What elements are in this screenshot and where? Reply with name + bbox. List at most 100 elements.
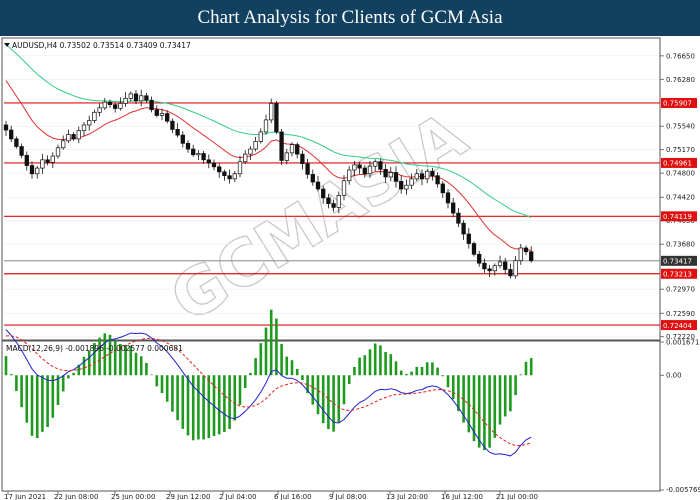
candle-body [35, 167, 40, 175]
macd-histogram-bar [467, 375, 471, 433]
macd-histogram-bar [254, 358, 257, 376]
macd-histogram-bar [191, 375, 195, 441]
candle-body [529, 251, 534, 261]
candle-body [477, 253, 482, 264]
candle-body [118, 103, 123, 109]
macd-histogram-bar [316, 375, 320, 415]
macd-histogram-bar [285, 356, 289, 376]
macd-histogram-bar [61, 375, 65, 392]
macd-histogram-bar [160, 375, 164, 394]
candle-body [471, 243, 477, 255]
macd-histogram-bar [295, 368, 299, 376]
candle-body [492, 265, 497, 272]
macd-histogram-bar [399, 370, 403, 376]
macd-histogram-bar [509, 375, 512, 412]
candle-body [274, 103, 279, 133]
macd-histogram-bar [347, 375, 351, 385]
candle-body [378, 161, 383, 170]
candle-body [55, 147, 61, 157]
macd-histogram-bar [327, 375, 330, 430]
candle-body [269, 103, 274, 121]
current-price-box [661, 255, 697, 266]
page-title: Chart Analysis for Clients of GCM Asia [197, 7, 503, 28]
candle-body [263, 119, 269, 133]
level-label-box [661, 268, 697, 279]
macd-histogram-bar [25, 375, 29, 423]
candle-body [133, 93, 139, 102]
price-tick-label: 0.74800 [666, 170, 695, 178]
macd-histogram-bar [113, 340, 117, 376]
macd-histogram-bar [46, 375, 49, 427]
candle-body [201, 153, 206, 161]
macd-histogram-bar [119, 343, 122, 376]
macd-histogram-bar [228, 375, 231, 429]
level-label: 0.74961 [663, 160, 692, 168]
macd-histogram-bar [488, 375, 491, 448]
macd-histogram-bar [353, 366, 356, 376]
macd-panel-frame [1, 340, 661, 492]
moving-averages-layer [5, 44, 532, 252]
level-label-box [661, 157, 697, 168]
macd-histogram-bar [176, 375, 179, 421]
candle-body [222, 171, 227, 177]
chart-info-arrow-icon [4, 43, 10, 47]
candle-body [61, 140, 66, 149]
level-label: 0.73213 [663, 270, 692, 278]
macd-histogram-bar [155, 375, 159, 387]
time-tick-label: 9 Jul 08:00 [329, 493, 367, 500]
candle-body [66, 134, 71, 142]
macd-histogram-bar [472, 375, 476, 442]
candle-body [523, 247, 529, 253]
macd-histogram-bar [181, 375, 185, 429]
candle-body [144, 95, 149, 101]
time-tick-label: 6 Jul 16:00 [274, 493, 312, 500]
macd-histogram-bar [129, 345, 133, 376]
macd-histogram-bar [259, 343, 263, 376]
macd-histogram-bar [311, 375, 315, 405]
candle-body [388, 172, 393, 178]
price-tick-label: 0.74420 [666, 194, 695, 202]
candle-body [310, 174, 315, 183]
candle-body [284, 152, 289, 161]
macd-histogram-bar [139, 356, 143, 376]
candle-body [217, 166, 222, 173]
candle-body [196, 153, 201, 156]
price-tick-label: 0.75540 [666, 123, 695, 131]
macd-histogram-bar [483, 375, 486, 451]
candle-body [248, 148, 253, 155]
macd-histogram-bar [384, 352, 387, 376]
macd-histogram-bar [493, 375, 497, 438]
macd-histogram-bar [264, 327, 268, 376]
grid-layer [4, 55, 658, 338]
candle-body [232, 173, 237, 180]
macd-histogram-bar [420, 366, 424, 376]
price-axis: 0.76650 0.76280 0.75540 0.75170 0.74800 0.744… [660, 52, 695, 341]
macd-histogram-bar [56, 375, 60, 405]
time-tick-label: 13 Jul 20:00 [386, 493, 428, 500]
candle-body [497, 261, 503, 267]
candle-body [321, 188, 326, 199]
macd-histogram-bar [165, 375, 169, 402]
candle-body [97, 107, 102, 113]
candle-body [24, 155, 29, 166]
macd-histogram-bar [98, 337, 101, 376]
macd-histogram-bar [498, 375, 502, 425]
macd-histogram-bar [415, 366, 419, 376]
candle-body [170, 120, 175, 130]
candle-body [81, 124, 87, 132]
candle-body [404, 184, 409, 190]
macd-histogram-bar [519, 374, 523, 376]
candles-layer [3, 89, 534, 279]
slow-moving-average-line [5, 44, 532, 219]
macd-tick-label: 0.00 [666, 372, 682, 380]
candle-body [139, 95, 144, 102]
macd-histogram-bar [238, 375, 242, 405]
time-tick-label: 21 Jul 00:00 [496, 493, 538, 500]
macd-histogram-bar [358, 357, 361, 376]
candle-body [315, 181, 321, 190]
macd-histogram-bar [124, 345, 127, 376]
macd-axis: 0.001671 0.00 -0.005769 [660, 339, 700, 494]
macd-tick-label: -0.005769 [666, 486, 700, 494]
candle-body [191, 148, 196, 156]
macd-histogram-bar [457, 375, 460, 412]
